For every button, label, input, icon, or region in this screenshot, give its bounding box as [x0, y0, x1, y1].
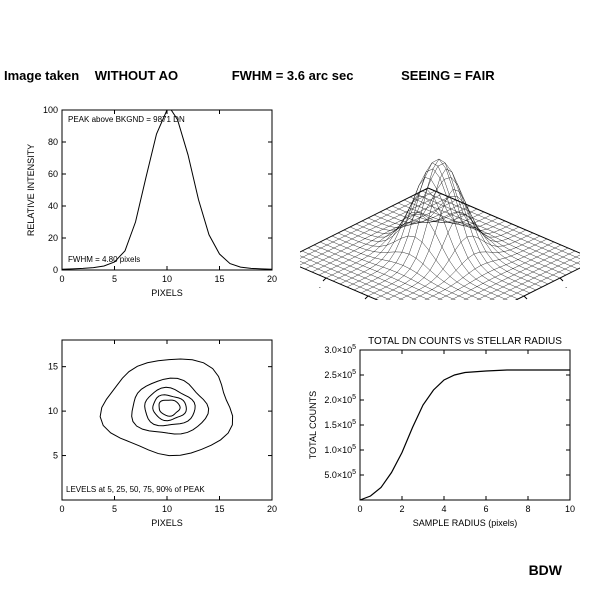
svg-text:PIXELS: PIXELS [151, 288, 183, 298]
svg-text:15: 15 [48, 362, 58, 372]
svg-text:0: 0 [59, 274, 64, 284]
svg-text:PEAK above BKGND = 9871 DN: PEAK above BKGND = 9871 DN [68, 115, 185, 124]
header-line: Image taken WITHOUT AO FWHM = 3.6 arc se… [0, 68, 600, 83]
svg-text:15: 15 [214, 504, 224, 514]
svg-text:LEVELS at 5, 25, 50, 75, 90% o: LEVELS at 5, 25, 50, 75, 90% of PEAK [66, 485, 205, 494]
svg-text:.: . [361, 299, 363, 300]
svg-text:20: 20 [267, 504, 277, 514]
label-fwhm: FWHM = 3.6 arc sec [232, 68, 354, 83]
label-seeing: SEEING = FAIR [401, 68, 495, 83]
svg-text:10: 10 [162, 274, 172, 284]
label-without-ao: WITHOUT AO [95, 68, 178, 83]
svg-text:0: 0 [53, 265, 58, 275]
svg-text:40: 40 [48, 201, 58, 211]
contour-chart: 0 5 10 15 20 5 10 15 PIXELS LEVELS at 5, 25, 50, … [22, 330, 282, 530]
signature: BDW [529, 562, 562, 578]
svg-text:15: 15 [214, 274, 224, 284]
svg-text:1.0×105: 1.0×105 [324, 444, 356, 455]
svg-text:SAMPLE RADIUS (pixels): SAMPLE RADIUS (pixels) [413, 518, 518, 528]
svg-text:0: 0 [357, 504, 362, 514]
svg-text:20: 20 [267, 274, 277, 284]
svg-text:FWHM = 4.80 pixels: FWHM = 4.80 pixels [68, 255, 140, 264]
svg-text:10: 10 [48, 406, 58, 416]
svg-text:5.0×105: 5.0×105 [324, 469, 356, 480]
svg-text:5: 5 [53, 451, 58, 461]
svg-text:8: 8 [525, 504, 530, 514]
surface-chart: .......... [300, 100, 580, 300]
growth-chart: TOTAL DN COUNTS vs STELLAR RADIUS 0 2 4 6 8 10… [300, 330, 580, 530]
svg-text:1.5×105: 1.5×105 [324, 419, 356, 430]
svg-text:2.0×105: 2.0×105 [324, 394, 356, 405]
svg-text:PIXELS: PIXELS [151, 518, 183, 528]
svg-text:TOTAL DN COUNTS vs STELLAR RAD: TOTAL DN COUNTS vs STELLAR RADIUS [368, 336, 562, 347]
svg-text:RELATIVE INTENSITY: RELATIVE INTENSITY [26, 144, 36, 236]
svg-text:10: 10 [565, 504, 575, 514]
label-image-taken: Image taken [4, 68, 79, 83]
svg-text:4: 4 [441, 504, 446, 514]
svg-text:60: 60 [48, 169, 58, 179]
svg-text:10: 10 [162, 504, 172, 514]
svg-text:100: 100 [43, 105, 58, 115]
svg-text:80: 80 [48, 137, 58, 147]
svg-text:2.5×105: 2.5×105 [324, 369, 356, 380]
svg-text:20: 20 [48, 233, 58, 243]
svg-text:6: 6 [483, 504, 488, 514]
svg-text:2: 2 [399, 504, 404, 514]
svg-text:5: 5 [112, 504, 117, 514]
svg-text:.: . [529, 299, 531, 300]
svg-text:TOTAL COUNTS: TOTAL COUNTS [308, 391, 318, 459]
svg-text:.: . [565, 281, 567, 290]
svg-text:5: 5 [112, 274, 117, 284]
profile-chart: 0 5 10 15 20 0 20 40 60 80 100 PIXELS RELATIVE INTEN… [22, 100, 282, 300]
svg-text:3.0×105: 3.0×105 [324, 344, 356, 355]
svg-text:.: . [319, 281, 321, 290]
svg-text:0: 0 [59, 504, 64, 514]
